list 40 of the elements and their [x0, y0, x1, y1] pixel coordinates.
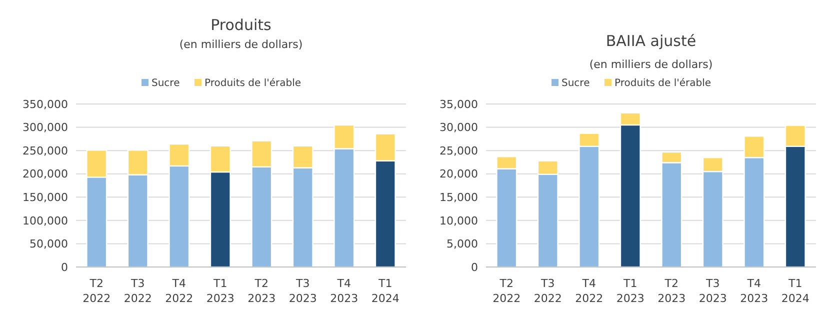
y-tick-label: 25,000: [440, 144, 478, 158]
x-tick-label: T2 2023: [658, 277, 686, 305]
y-tick-label: 20,000: [440, 168, 478, 181]
x-tick-label: T3 2023: [698, 277, 727, 305]
y-tick-label: 0: [471, 260, 478, 274]
x-tick-label: T3 2022: [534, 277, 562, 305]
x-tick-label: T1 2024: [371, 277, 400, 305]
chart-subtitle: (en milliers de dollars): [179, 38, 303, 51]
y-tick-label: 350,000: [22, 98, 68, 111]
chart-title: Produits: [210, 16, 272, 34]
x-tick-label: T1 2024: [781, 277, 810, 305]
y-tick-label: 300,000: [22, 121, 68, 134]
y-tick-label: 30,000: [440, 121, 478, 134]
x-tick-label: T4 2022: [575, 277, 604, 305]
legend-label: Produits de l'érable: [614, 78, 712, 89]
y-tick-label: 200,000: [22, 168, 68, 181]
x-tick-label: T4 2023: [330, 277, 358, 305]
x-tick-label: T1 2023: [616, 277, 644, 305]
x-tick-label: T1 2023: [206, 277, 234, 305]
legend-label: Sucre: [562, 78, 590, 89]
x-tick-label: T4 2022: [165, 277, 194, 305]
legend-label: Sucre: [152, 78, 180, 89]
x-tick-label: T3 2023: [288, 277, 317, 305]
y-tick-label: 15,000: [440, 190, 478, 204]
y-tick-label: 150,000: [22, 190, 68, 204]
x-tick-label: T3 2022: [124, 277, 152, 305]
x-tick-label: T4 2023: [740, 277, 768, 305]
legend-label: Produits de l'érable: [204, 78, 302, 89]
y-tick-label: 100,000: [22, 214, 68, 228]
chart-title: BAIIA ajusté: [606, 32, 696, 50]
y-tick-label: 10,000: [440, 214, 478, 228]
y-tick-label: 0: [61, 260, 68, 274]
y-tick-label: 35,000: [440, 98, 478, 111]
x-tick-label: T2 2022: [82, 277, 111, 305]
chart-subtitle: (en milliers de dollars): [589, 58, 713, 71]
y-tick-label: 250,000: [22, 144, 68, 158]
y-tick-label: 50,000: [30, 238, 68, 251]
x-tick-label: T2 2023: [248, 277, 276, 305]
y-tick-label: 5,000: [446, 238, 478, 251]
x-tick-label: T2 2022: [492, 277, 521, 305]
